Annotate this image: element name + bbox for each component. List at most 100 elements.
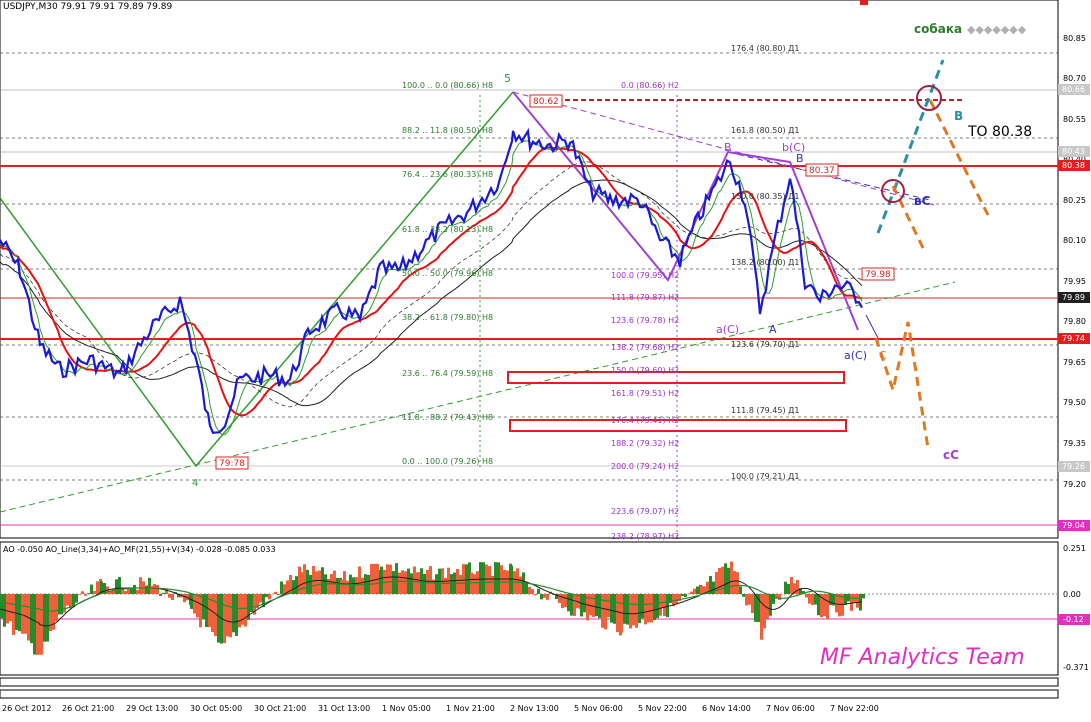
ao-bar	[24, 594, 27, 634]
svg-text:79.26: 79.26	[1062, 462, 1085, 471]
ao-bar	[488, 566, 491, 594]
svg-text:61.8 .. 38.2 (80.13) H8: 61.8 .. 38.2 (80.13) H8	[402, 225, 493, 234]
price-tag-8037: 80.37	[809, 166, 835, 176]
ao-bar	[598, 594, 601, 618]
svg-text:-0.12: -0.12	[1063, 615, 1084, 624]
svg-text:79.80: 79.80	[1063, 317, 1086, 326]
ao-bar	[162, 593, 165, 594]
ao-bar	[730, 562, 733, 594]
watermark: MF Analytics Team	[820, 645, 1025, 670]
svg-text:79.20: 79.20	[1063, 480, 1086, 489]
svg-text:79.95: 79.95	[1063, 277, 1086, 286]
ao-bar	[805, 594, 808, 598]
ao-bar	[277, 594, 280, 595]
ao-bar	[862, 594, 865, 598]
ao-bar	[632, 594, 635, 625]
ao-bar	[570, 594, 573, 616]
ao-bar	[823, 594, 826, 616]
target-annotation: TO 80.38	[967, 124, 1032, 140]
ao-bar	[12, 594, 15, 635]
svg-text:50.0 .. 50.0 (79.96) H8: 50.0 .. 50.0 (79.96) H8	[402, 269, 493, 278]
wave-label-5: 5	[504, 72, 511, 85]
ao-bar	[283, 584, 286, 594]
ao-bar	[60, 594, 63, 614]
ao-bar	[429, 566, 432, 594]
ao-bar	[681, 594, 684, 596]
ao-bar	[238, 594, 241, 627]
ao-bar	[133, 585, 136, 594]
ao-bar	[829, 594, 832, 605]
ao-bar	[93, 591, 96, 594]
ao-bar	[653, 594, 656, 620]
ao-bar	[787, 584, 790, 594]
ao-bar	[736, 572, 739, 594]
svg-text:79.65: 79.65	[1063, 358, 1086, 367]
price-badges: 80.66 80.43 80.38 79.89 79.74 79.26 79.0…	[1058, 84, 1090, 531]
svg-text:79.50: 79.50	[1063, 398, 1086, 407]
ao-bar	[817, 594, 820, 615]
svg-text:79.89: 79.89	[1062, 293, 1085, 302]
ao-bar	[96, 581, 99, 594]
ao-bar	[626, 594, 629, 625]
indicator-label: AO -0.050 AO_Line(3,34)+AO_MF(21,55)+V(3…	[3, 545, 276, 554]
ao-bar	[303, 564, 306, 594]
ao-bar	[426, 570, 429, 594]
svg-text:80.55: 80.55	[1063, 115, 1086, 124]
ao-bar	[748, 594, 751, 605]
ao-bar	[78, 594, 81, 595]
ao-bar	[118, 577, 121, 594]
ao-bar	[336, 578, 339, 594]
price-axis[interactable]: 80.85 80.70 80.55 80.40 80.25 80.10 79.9…	[1063, 34, 1086, 489]
ao-bar	[84, 594, 87, 596]
ao-bar	[589, 594, 592, 615]
ao-bar	[610, 594, 613, 623]
svg-text:111.8 (79.45) Д1: 111.8 (79.45) Д1	[731, 406, 799, 415]
ao-bar	[540, 594, 543, 599]
svg-text:29 Oct 13:00: 29 Oct 13:00	[126, 704, 178, 713]
ao-bar	[300, 572, 303, 594]
svg-text:79.74: 79.74	[1062, 334, 1085, 343]
ao-bar	[0, 594, 3, 618]
svg-text:79.35: 79.35	[1063, 439, 1086, 448]
sobaka-label: собака	[914, 22, 962, 36]
svg-text:30 Oct 21:00: 30 Oct 21:00	[254, 704, 306, 713]
ao-bar	[15, 594, 18, 630]
ao-bar	[259, 594, 262, 602]
ao-bar	[459, 575, 462, 594]
ao-bar	[784, 582, 787, 594]
wave-label-vc: вС	[914, 194, 931, 208]
ao-bar	[519, 576, 522, 594]
svg-text:80.10: 80.10	[1063, 236, 1086, 245]
svg-text:5 Nov 22:00: 5 Nov 22:00	[638, 704, 687, 713]
ao-bar	[638, 594, 641, 623]
ao-bar	[856, 594, 859, 608]
ao-bar	[663, 594, 666, 616]
ao-bar	[33, 594, 36, 655]
svg-text:-0.371: -0.371	[1063, 663, 1089, 672]
svg-text:76.4 .. 23.6 (80.33) H8: 76.4 .. 23.6 (80.33) H8	[402, 170, 493, 179]
ao-bar	[156, 585, 159, 594]
ao-bar	[450, 574, 453, 594]
ao-bar	[6, 594, 9, 623]
ao-bar	[9, 594, 12, 621]
svg-text:80.43: 80.43	[1062, 147, 1085, 156]
svg-text:238.2 (78.97) H2: 238.2 (78.97) H2	[611, 532, 679, 541]
empty-subpanel	[0, 678, 1058, 686]
svg-text:176.4 (79.41) H2: 176.4 (79.41) H2	[611, 416, 679, 425]
ao-bar	[564, 594, 567, 607]
svg-text:223.6 (79.07) H2: 223.6 (79.07) H2	[611, 507, 679, 516]
ao-bar	[693, 589, 696, 594]
ao-bar	[684, 594, 687, 597]
time-axis[interactable]: 26 Oct 2012 26 Oct 21:00 29 Oct 13:00 30…	[2, 704, 879, 713]
ao-bar	[763, 594, 766, 628]
ao-bar	[561, 594, 564, 608]
ao-bar	[150, 586, 153, 594]
ao-bar	[355, 577, 358, 594]
ao-bar	[531, 589, 534, 594]
ao-bar	[244, 594, 247, 626]
ao-bar	[604, 594, 607, 629]
ao-bar	[607, 594, 610, 617]
wave-label-b: B	[724, 141, 732, 154]
ao-bar	[199, 594, 202, 627]
